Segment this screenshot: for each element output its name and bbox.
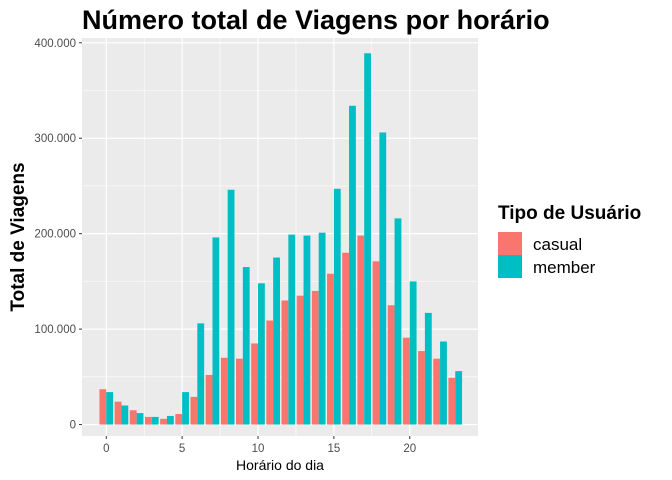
x-axis-label: Horário do dia [236,457,324,473]
bar-casual-4 [160,418,167,425]
y-tick-label: 100.000 [34,324,76,336]
bar-casual-5 [175,414,183,425]
bar-member-17 [364,53,372,425]
bar-casual-2 [129,410,137,425]
legend-label-member: member [533,258,596,277]
y-tick-label: 300.000 [34,133,76,145]
y-tick-label: 200.000 [34,229,76,241]
y-tick-label: 400.000 [34,38,76,50]
bar-member-5 [182,392,189,425]
bar-casual-20 [402,337,410,425]
bar-member-21 [424,312,432,425]
bar-member-0 [106,392,114,425]
legend: Tipo de Usuário casual member [498,203,641,278]
bar-casual-3 [144,416,152,425]
bar-member-4 [166,415,174,425]
bar-casual-19 [387,305,395,425]
bar-casual-23 [448,377,456,425]
x-axis-ticks: 0 5 10 15 20 [103,436,416,455]
bar-member-18 [379,132,387,425]
bar-casual-15 [327,273,334,425]
y-axis-ticks: 0 100.000 200.000 300.000 400.000 [34,38,82,432]
bar-member-19 [394,218,402,425]
legend-label-casual: casual [533,235,582,254]
bar-casual-6 [190,396,198,425]
bar-casual-18 [372,261,380,425]
x-tick-label: 5 [179,443,185,455]
x-tick-label: 20 [403,443,416,455]
bar-casual-8 [220,357,228,425]
x-tick-label: 15 [327,443,340,455]
bar-casual-12 [281,300,289,425]
bar-member-14 [318,232,326,425]
bar-casual-7 [205,374,213,425]
x-tick-label: 0 [103,443,109,455]
chart-title: Número total de Viagens por horário [82,5,550,35]
bar-member-23 [455,371,463,425]
bars [99,53,463,425]
bar-member-15 [333,188,341,425]
bar-member-9 [242,267,250,425]
bar-member-6 [197,323,205,425]
bar-member-2 [136,413,144,425]
bar-member-7 [212,237,220,425]
bar-member-8 [227,189,235,425]
bar-member-11 [273,257,280,425]
bar-casual-21 [418,351,425,425]
legend-title: Tipo de Usuário [498,203,641,224]
legend-key-member [498,255,522,278]
bar-member-20 [409,281,417,425]
bar-casual-0 [99,389,107,425]
bar-member-1 [121,405,129,425]
bar-casual-22 [433,358,441,425]
bar-member-13 [303,235,311,425]
bar-casual-1 [114,401,122,425]
bar-casual-11 [266,320,274,425]
bar-casual-14 [311,290,319,425]
bar-casual-17 [357,235,365,425]
bar-member-10 [258,283,265,425]
bar-member-22 [440,341,447,425]
y-tick-label: 0 [70,420,76,432]
bar-member-3 [151,416,159,425]
bar-member-12 [288,234,296,425]
bar-member-16 [349,105,356,425]
x-tick-label: 10 [252,443,265,455]
bar-casual-9 [236,358,243,425]
bar-casual-16 [342,252,350,425]
legend-key-casual [498,232,522,255]
bar-casual-13 [296,295,304,425]
bar-casual-10 [251,343,258,425]
y-axis-label: Total de Viagens [8,162,29,311]
